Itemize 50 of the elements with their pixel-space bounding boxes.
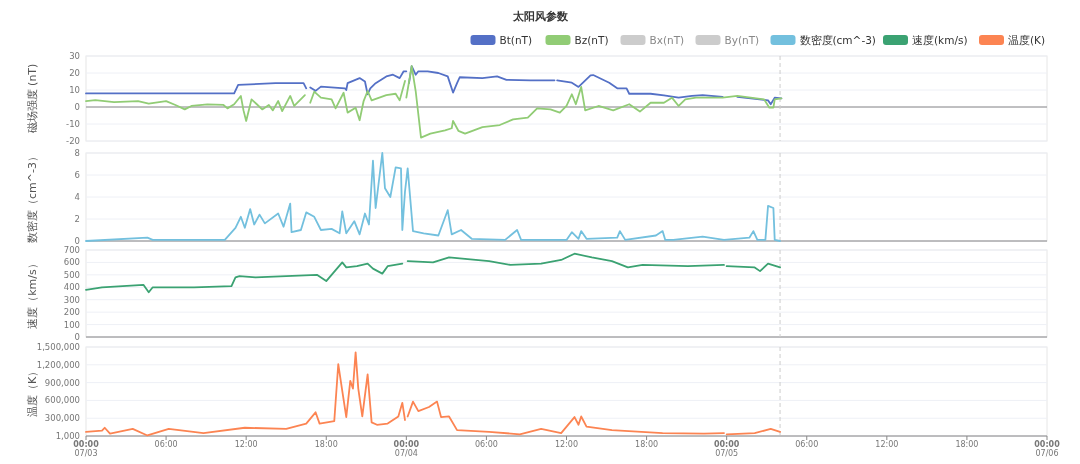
x-tick-label: 12:00 (234, 440, 258, 449)
x-tick-label: 00:00 07/05 (713, 440, 740, 458)
chart-title: 太阳风参数 (511, 10, 569, 23)
y-tick-label: 30 (69, 50, 80, 61)
legend-label: Bx(nT) (649, 33, 685, 46)
y-tick-label: 700 (63, 244, 80, 255)
y-tick-label: 0 (74, 101, 80, 112)
y-tick-label: 1,200,000 (36, 359, 80, 370)
y-tick-label: 6 (74, 169, 80, 180)
y-tick-label: 20 (69, 67, 80, 78)
y-tick-label: 300,000 (44, 413, 80, 424)
x-tick-label: 00:00 07/03 (73, 440, 100, 458)
y-tick-label: 100 (63, 319, 80, 330)
x-tick-label: 12:00 (554, 440, 579, 449)
x-tick-label: 06:00 (795, 440, 819, 449)
y-tick-label: 4 (74, 191, 80, 202)
x-tick-label: 18:00 (314, 440, 338, 449)
y-tick-label: 1,000 (55, 430, 80, 441)
y-tick-label: 500 (63, 269, 80, 280)
x-tick-label: 18:00 (955, 440, 979, 449)
x-tick-label: 18:00 (635, 440, 659, 449)
y-tick-label: -10 (66, 118, 80, 129)
legend-label: By(nT) (724, 33, 760, 46)
legend-label: 数密度(cm^-3) (799, 33, 876, 46)
y-tick-label: 300 (63, 294, 80, 305)
x-tick-label: 12:00 (875, 440, 899, 449)
x-tick-label: 06:00 (154, 440, 178, 449)
y-tick-label: 0 (74, 331, 80, 342)
y-tick-label: 600,000 (44, 395, 80, 406)
legend-label: Bz(nT) (574, 33, 609, 46)
y-axis-title: 数密度（cm^-3） (26, 151, 39, 243)
x-tick-label: 00:00 07/06 (1034, 440, 1061, 458)
y-axis-title: 温度（K） (26, 365, 39, 418)
y-tick-label: 200 (63, 307, 80, 318)
y-tick-label: 10 (69, 84, 80, 95)
y-tick-label: 600 (63, 257, 80, 268)
legend-label: Bt(nT) (499, 33, 533, 46)
x-tick-label: 00:00 07/04 (393, 440, 420, 458)
y-tick-label: 0 (74, 235, 80, 246)
y-tick-label: 8 (74, 147, 80, 158)
y-tick-label: -20 (66, 135, 80, 146)
x-tick-label: 06:00 (474, 440, 498, 449)
y-axis-title: 速度（km/s） (26, 258, 39, 329)
y-axis-title: 磁场强度 (nT) (26, 63, 39, 135)
legend-label: 速度(km/s) (912, 33, 968, 46)
y-tick-label: 1,500,000 (36, 341, 80, 352)
y-tick-label: 400 (63, 282, 80, 293)
legend-label: 温度(K) (1008, 33, 1046, 46)
y-tick-label: 2 (74, 213, 80, 224)
y-tick-label: 900,000 (44, 377, 80, 388)
